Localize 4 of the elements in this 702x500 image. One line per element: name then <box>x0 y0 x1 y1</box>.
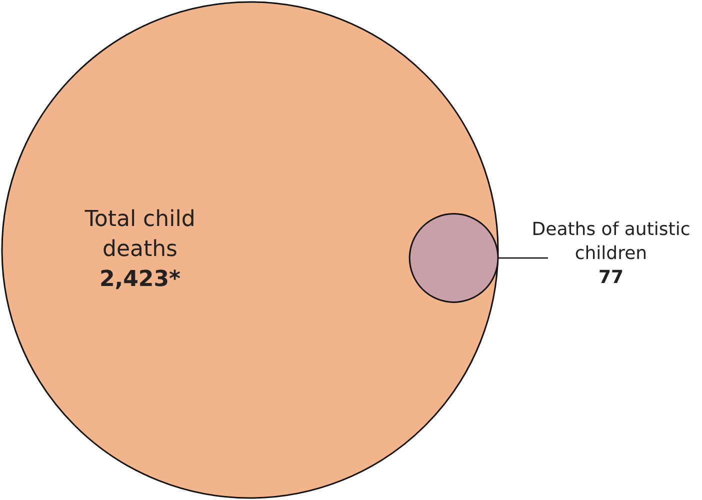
category-label: Deaths of autistic children <box>530 218 692 266</box>
data-label: 77 <box>597 266 625 290</box>
data-label: 2,423* <box>98 266 182 294</box>
category-label: Total child deaths <box>84 206 196 264</box>
